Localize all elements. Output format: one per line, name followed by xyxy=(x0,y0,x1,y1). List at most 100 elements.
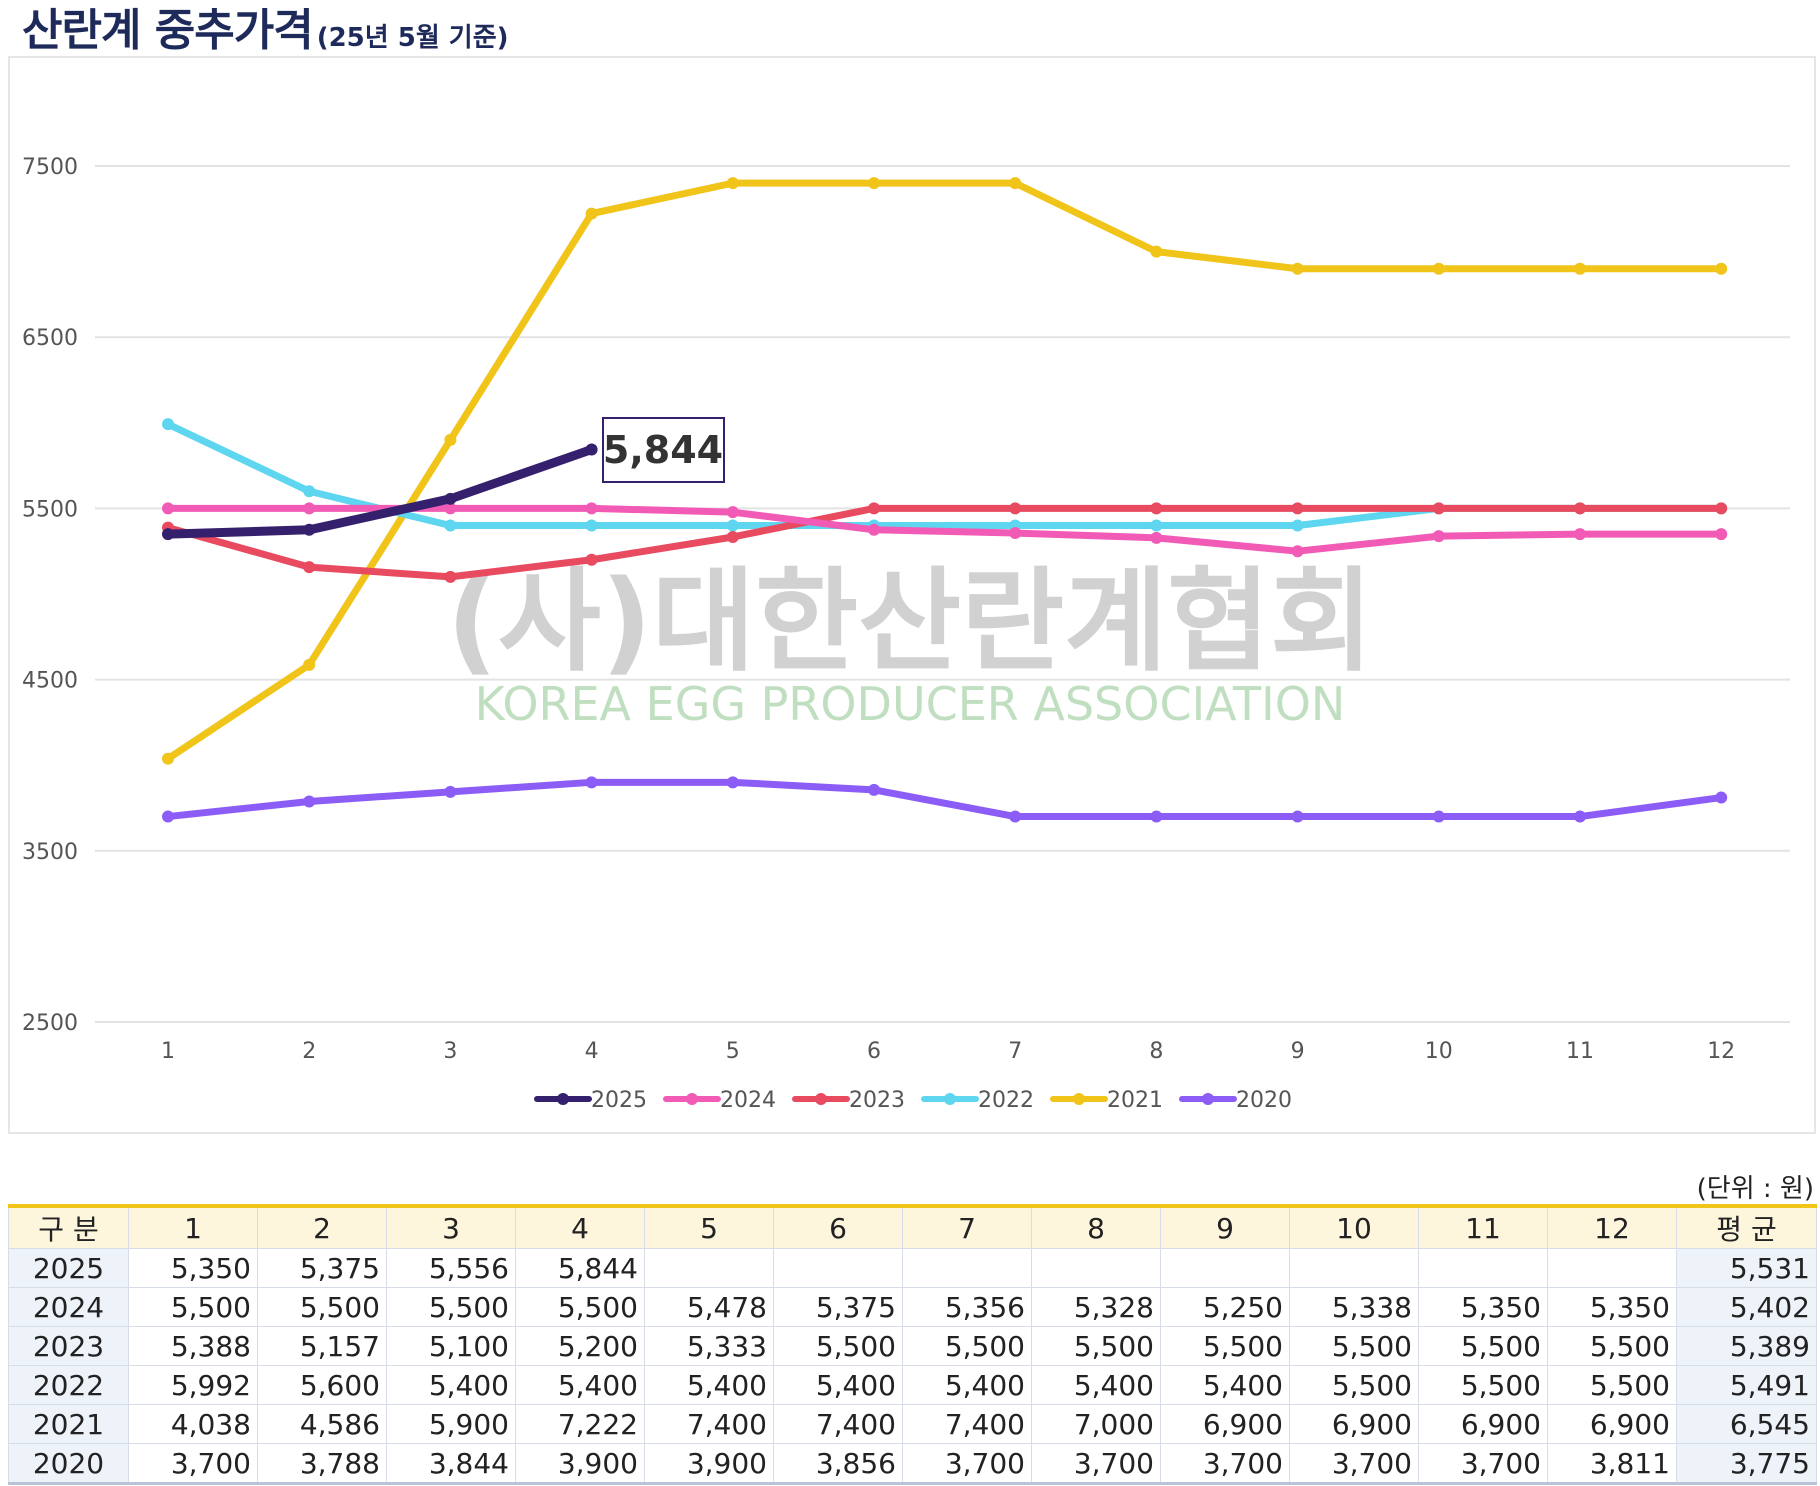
series-line xyxy=(164,778,1725,821)
unit-note: (단위 : 원) xyxy=(1696,1174,1814,1204)
data-point xyxy=(1574,262,1586,275)
legend-label: 2022 xyxy=(978,1088,1034,1113)
data-point xyxy=(868,177,880,190)
series-2025 xyxy=(162,443,598,541)
data-point xyxy=(1291,810,1304,823)
x-tick-label: 4 xyxy=(585,1039,599,1064)
data-point xyxy=(1009,502,1022,515)
table-cell-average: 5,389 xyxy=(1676,1326,1817,1366)
table-header-month: 6 xyxy=(773,1205,903,1249)
legend-item: 2021 xyxy=(1050,1088,1163,1113)
table-cell-value xyxy=(773,1248,903,1288)
data-point xyxy=(1150,245,1163,258)
data-point xyxy=(1150,531,1163,544)
table-cell-value: 5,500 xyxy=(1289,1326,1419,1366)
x-tick-label: 9 xyxy=(1291,1039,1305,1064)
data-point xyxy=(1432,502,1445,515)
data-point xyxy=(303,485,316,498)
data-point xyxy=(1291,519,1304,532)
data-point xyxy=(585,502,598,515)
data-point xyxy=(1009,527,1022,540)
table-cell-value: 5,350 xyxy=(1418,1287,1548,1327)
table-cell-value: 5,400 xyxy=(773,1365,903,1405)
table-cell-value: 7,400 xyxy=(902,1404,1032,1444)
series-lines xyxy=(162,177,1728,823)
data-point xyxy=(162,752,174,765)
table-cell-value: 5,500 xyxy=(1547,1326,1677,1366)
table-cell-value: 5,400 xyxy=(902,1365,1032,1405)
data-point xyxy=(444,570,457,583)
table-row: 2020 3,700 3,788 3,844 3,900 3,900 3,856 3,700 3… xyxy=(8,1443,1817,1484)
y-axis: 7500 6500 5500 4500 3500 2500 xyxy=(22,155,78,1036)
legend-label: 2023 xyxy=(849,1088,905,1113)
table-row: 2024 5,500 5,500 5,500 5,500 5,478 5,375 5,356 5… xyxy=(8,1287,1817,1327)
table-cell-year: 2023 xyxy=(8,1326,129,1366)
table-cell-value: 6,900 xyxy=(1289,1404,1419,1444)
table-cell-value: 5,400 xyxy=(515,1365,645,1405)
x-tick-label: 3 xyxy=(443,1039,457,1064)
watermark-korean: (사)대한산란계협회 xyxy=(447,557,1374,687)
table-cell-value: 5,500 xyxy=(1160,1326,1290,1366)
chart-panel xyxy=(8,56,1816,1134)
x-tick-label: 11 xyxy=(1566,1039,1594,1064)
legend-item: 2024 xyxy=(663,1088,776,1113)
table-cell-value: 5,333 xyxy=(644,1326,774,1366)
data-point xyxy=(726,530,739,543)
data-point xyxy=(1432,530,1445,543)
table-cell-value: 5,500 xyxy=(128,1287,258,1327)
x-tick-label: 1 xyxy=(161,1039,175,1064)
data-point xyxy=(1574,810,1586,823)
data-point xyxy=(1150,810,1163,823)
x-tick-label: 2 xyxy=(302,1039,316,1064)
data-point xyxy=(162,528,174,541)
legend-item: 2025 xyxy=(534,1088,647,1113)
table-header-month: 12 xyxy=(1547,1205,1677,1249)
table-cell-value: 6,900 xyxy=(1547,1404,1677,1444)
data-point xyxy=(162,502,174,515)
data-point xyxy=(868,523,880,536)
table-cell-year: 2021 xyxy=(8,1404,129,1444)
table-cell-value xyxy=(1289,1248,1419,1288)
table-cell-value: 5,500 xyxy=(386,1287,516,1327)
data-point xyxy=(1291,545,1304,558)
table-cell-value: 5,500 xyxy=(1418,1365,1548,1405)
table-cell-value: 6,900 xyxy=(1160,1404,1290,1444)
data-point xyxy=(303,523,316,536)
data-point xyxy=(162,418,174,431)
watermark-english: KOREA EGG PRODUCER ASSOCIATION xyxy=(475,677,1346,731)
data-point xyxy=(303,561,316,574)
data-point xyxy=(1432,262,1445,275)
table-body: 2025 5,350 5,375 5,556 5,844 5,531 2024 5,500 5,… xyxy=(8,1248,1817,1484)
table-cell-year: 2022 xyxy=(8,1365,129,1405)
table-cell-value xyxy=(902,1248,1032,1288)
table-cell-value: 3,700 xyxy=(1289,1443,1419,1484)
legend-item: 2022 xyxy=(921,1088,1034,1113)
table-cell-value: 5,375 xyxy=(773,1287,903,1327)
table-cell-value xyxy=(1418,1248,1548,1288)
data-point xyxy=(1574,528,1586,541)
data-point xyxy=(1291,502,1304,515)
table-cell-value xyxy=(1160,1248,1290,1288)
series-line xyxy=(163,445,597,539)
table-cell-value: 5,500 xyxy=(1418,1326,1548,1366)
table-cell-value xyxy=(1031,1248,1161,1288)
table-cell-value: 4,038 xyxy=(128,1404,258,1444)
data-point xyxy=(1715,791,1728,804)
data-point xyxy=(303,795,316,808)
table-cell-value: 7,000 xyxy=(1031,1404,1161,1444)
table-cell-value: 3,788 xyxy=(257,1443,387,1484)
table-cell-value: 3,856 xyxy=(773,1443,903,1484)
y-tick-label: 7500 xyxy=(22,155,78,180)
legend-item: 2023 xyxy=(792,1088,905,1113)
data-point xyxy=(1432,810,1445,823)
table-cell-year: 2024 xyxy=(8,1287,129,1327)
legend-marker xyxy=(686,1093,698,1105)
legend-marker xyxy=(944,1093,956,1105)
table-cell-value: 5,375 xyxy=(257,1248,387,1288)
table-cell-year: 2025 xyxy=(8,1248,129,1288)
table-cell-value: 3,700 xyxy=(1031,1443,1161,1484)
table-cell-value: 5,600 xyxy=(257,1365,387,1405)
legend-item: 2020 xyxy=(1179,1088,1292,1113)
table-cell-value: 5,500 xyxy=(1547,1365,1677,1405)
table-header-month: 3 xyxy=(386,1205,516,1249)
